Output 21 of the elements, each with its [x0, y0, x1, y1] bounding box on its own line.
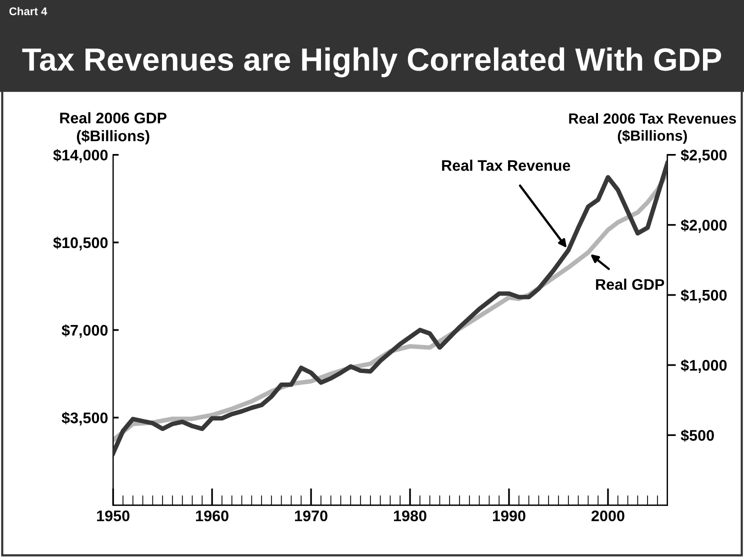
- x-tick-label: 1970: [295, 510, 328, 522]
- text: Real Tax Revenue: [442, 160, 570, 171]
- y-tick-label: $7,000: [62, 324, 108, 338]
- chart-title: Tax Revenues are Highly Correlated With GDP: [22, 47, 722, 78]
- y-tick-label: $3,500: [62, 412, 108, 426]
- y-tick-label: $14,000: [53, 149, 108, 163]
- y-axis-title: Real 2006 GDP ($Billions): [60, 112, 166, 144]
- x-tick-label: 1950: [97, 510, 130, 522]
- y2-tick-label: $500: [680, 429, 714, 442]
- y-tick-label: $10,500: [53, 236, 108, 250]
- caption: Chart 4: [9, 7, 48, 16]
- x-tick-label: 2000: [592, 510, 624, 522]
- x-tick-label: 1980: [394, 510, 426, 522]
- y2-tick-label: $2,000: [680, 219, 727, 233]
- y2-tick-label: $1,500: [680, 289, 727, 303]
- y2-tick-label: $1,000: [680, 359, 727, 373]
- series-label: Real GDP: [596, 278, 664, 290]
- x-tick-label: 1990: [492, 510, 526, 522]
- x-tick-label: 1960: [196, 510, 228, 522]
- y2-tick-label: $2,500: [680, 149, 727, 163]
- y2-axis-title: Real 2006 Tax Revenues ($Billions): [569, 113, 736, 144]
